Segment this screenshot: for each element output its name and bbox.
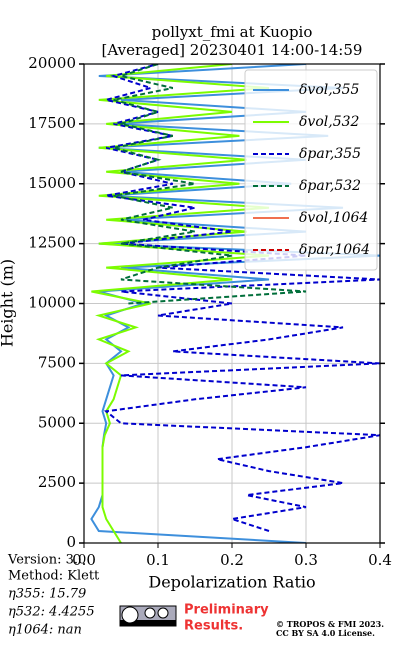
info-text: η355: 15.79 [8,587,86,602]
info-text: Version: 3.0 [7,553,86,568]
y-tick-label: 7500 [38,353,76,371]
y-axis-label: Height (m) [0,259,17,347]
footer-text: Results. [184,619,243,634]
chart-subtitle: [Averaged] 20230401 14:00-14:59 [102,41,363,59]
footer-text: © TROPOS & FMI 2023. [276,619,384,629]
footer-text: Preliminary [184,603,269,618]
x-tick-label: 0.0 [72,551,96,569]
plot-lines [90,64,380,543]
chart-title: pollyxt_fmi at Kuopio [152,23,313,41]
legend-label: δvol,1064 [299,210,368,226]
y-tick-label: 15000 [28,174,76,192]
x-tick-label: 0.3 [294,551,318,569]
legend-label: δvol,355 [299,82,360,98]
x-tick-label: 0.2 [220,551,244,569]
y-tick-label: 17500 [28,114,76,132]
license-badge [119,605,177,627]
y-tick-label: 0 [66,533,76,551]
x-tick-label: 0.4 [368,551,392,569]
y-tick-label: 12500 [28,234,76,252]
y-tick-label: 20000 [28,54,76,72]
legend-box [244,69,378,271]
footer-text: CC BY SA 4.0 License. [276,628,375,638]
y-tick-label: 2500 [38,473,76,491]
legend-label: δvol,532 [299,114,360,130]
legend-label: δpar,1064 [299,242,370,258]
plot-frame [83,63,381,544]
y-tick-label: 5000 [38,413,76,431]
x-tick-label: 0.1 [146,551,170,569]
series-line [113,64,307,305]
info-text: η1064: nan [8,623,82,638]
x-axis-label: Depolarization Ratio [148,573,315,592]
series-line [91,64,270,543]
y-tick-label: 10000 [28,294,76,312]
series-line [103,64,380,532]
info-text: η532: 4.4255 [8,605,95,620]
legend-label: δpar,355 [299,146,361,162]
legend-label: δpar,532 [299,178,361,194]
info-text: Method: Klett [8,569,100,584]
